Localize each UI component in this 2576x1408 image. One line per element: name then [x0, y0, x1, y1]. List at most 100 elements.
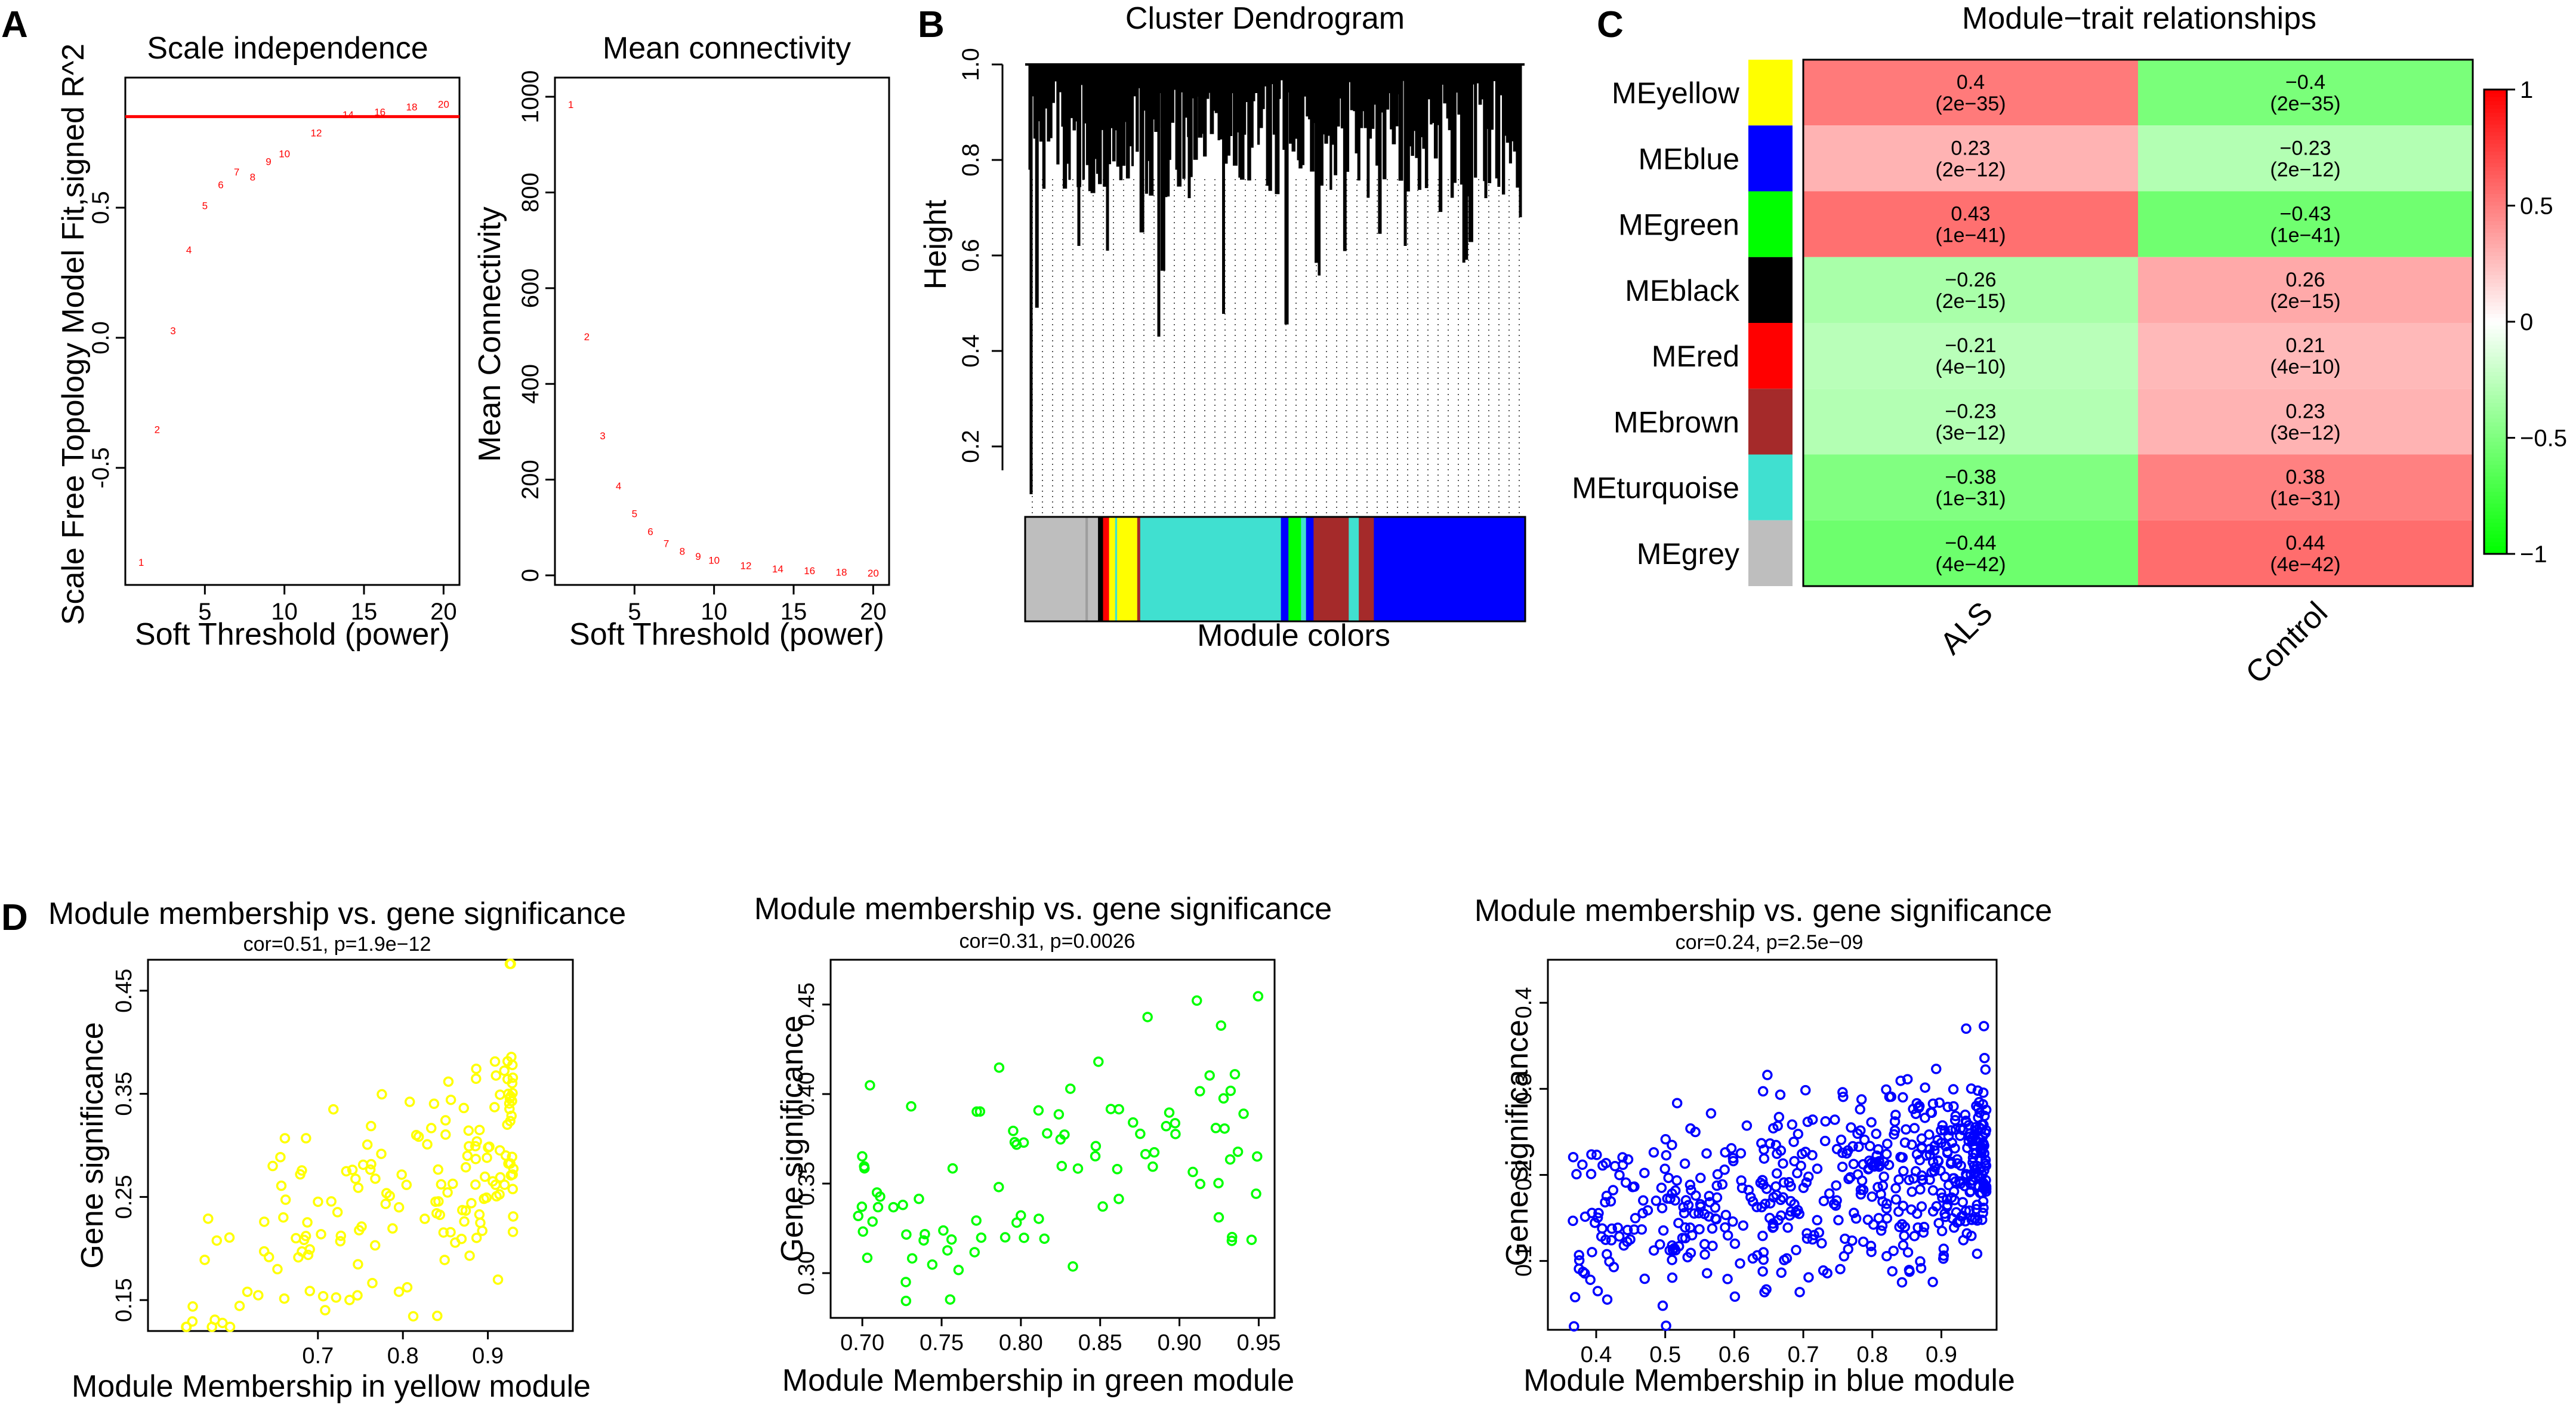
green-point	[947, 1163, 958, 1174]
scale-independence-point-label: 1	[138, 557, 144, 568]
blue-point	[1794, 1287, 1805, 1298]
module-trait-heatmap: Module−trait relationships MEyellow 0.4(2…	[1572, 1, 2567, 691]
green-point	[1128, 1117, 1139, 1128]
yellow-point	[494, 1145, 505, 1156]
blue-point	[1600, 1197, 1611, 1208]
module-color-segment	[1374, 517, 1525, 621]
blue-point	[1741, 1120, 1753, 1131]
blue-point	[1636, 1224, 1648, 1235]
blue-point	[1761, 1284, 1772, 1295]
mm-gs-green-plot: Module membership vs. gene significance …	[754, 892, 1332, 1398]
yellow-point	[335, 1236, 346, 1247]
colorbar-step	[2484, 445, 2507, 450]
blue-point	[1980, 1127, 1991, 1139]
yellow-point	[442, 1187, 453, 1198]
colorbar-step	[2484, 229, 2507, 233]
heatmap-cell-value: −0.43	[2279, 203, 2331, 226]
heatmap-cell	[1803, 323, 2138, 389]
blue-point	[1768, 1123, 1779, 1134]
green-point	[1072, 1163, 1084, 1174]
colorbar-step	[2484, 333, 2507, 338]
mean-connectivity-y-tick-label: 800	[517, 172, 544, 212]
scale-independence-title: Scale independence	[147, 31, 428, 66]
blue-point	[1966, 1169, 1976, 1180]
blue-point	[1727, 1153, 1739, 1164]
yellow-point	[396, 1169, 407, 1180]
blue-point	[1757, 1266, 1768, 1277]
blue-point	[1779, 1255, 1790, 1265]
colorbar-step	[2484, 352, 2507, 358]
colorbar-step	[2484, 260, 2507, 264]
green-point	[971, 1106, 982, 1117]
yellow-point	[199, 1255, 210, 1265]
blue-point	[1670, 1195, 1680, 1206]
colorbar-step	[2484, 279, 2507, 284]
blue-point	[1856, 1175, 1868, 1186]
green-point	[900, 1277, 911, 1287]
yellow-point	[470, 1154, 482, 1164]
yellow-point	[320, 1305, 331, 1315]
colorbar-step	[2484, 224, 2507, 230]
heatmap-cell-value: −0.23	[1945, 400, 1996, 423]
blue-point	[1948, 1084, 1959, 1095]
colorbar-step	[2484, 271, 2507, 276]
blue-point	[1840, 1233, 1850, 1244]
green-point	[1246, 1234, 1257, 1245]
green-point	[1219, 1123, 1230, 1134]
yellow-point	[234, 1301, 245, 1311]
blue-point	[1888, 1245, 1899, 1256]
colorbar-step	[2484, 267, 2507, 272]
module-color-swatch	[1748, 520, 1793, 586]
colorbar-step	[2484, 534, 2507, 540]
module-color-segment	[1137, 517, 1141, 621]
blue-point	[1835, 1134, 1847, 1145]
blue-point	[1638, 1195, 1649, 1206]
green-point	[1161, 1121, 1172, 1132]
green-point	[1164, 1107, 1175, 1118]
blue-point	[1926, 1107, 1938, 1119]
yellow-point	[507, 1227, 519, 1237]
blue-point	[1614, 1231, 1625, 1242]
colorbar-step	[2484, 399, 2507, 404]
yellow-point	[495, 1089, 505, 1100]
colorbar-step	[2484, 306, 2507, 311]
blue-point	[1895, 1151, 1906, 1163]
scale-independence-xlabel: Soft Threshold (power)	[135, 617, 450, 652]
yellow-point	[253, 1290, 264, 1301]
yellow-point	[464, 1250, 475, 1261]
yellow-point	[474, 1209, 485, 1220]
mm-gs-blue-plot: Module membership vs. gene significance …	[1474, 894, 2052, 1398]
yellow-point	[475, 1218, 486, 1228]
yellow-ticks: 0.7 0.8 0.9 0.15 0.25 0.35 0.45	[112, 969, 504, 1369]
colorbar-step	[2484, 542, 2507, 547]
green-point	[1195, 1086, 1205, 1097]
blue-point	[1757, 1086, 1769, 1097]
mean-connectivity-y-tick-label: 600	[517, 268, 544, 308]
blue-point	[1894, 1221, 1905, 1233]
mean-connectivity-y-tick-label: 0	[517, 569, 544, 582]
blue-point	[1760, 1199, 1770, 1209]
yellow-point	[300, 1231, 311, 1241]
green-point	[999, 1232, 1011, 1243]
module-colors-bar	[1025, 517, 1525, 621]
colorbar-step	[2484, 255, 2507, 261]
blue-point	[1972, 1248, 1983, 1259]
colorbar-step	[2484, 194, 2507, 199]
blue-point	[1775, 1089, 1786, 1100]
blue-point	[1954, 1176, 1965, 1187]
blue-point	[1838, 1091, 1849, 1102]
blue-point	[1962, 1142, 1973, 1153]
blue-point	[1707, 1240, 1718, 1252]
colorbar-step	[2484, 283, 2507, 288]
blue-point	[1899, 1230, 1909, 1241]
module-row-label: MEgrey	[1637, 537, 1739, 571]
yellow-point	[481, 1192, 492, 1203]
yellow-point	[433, 1164, 443, 1175]
blue-point	[1939, 1125, 1950, 1136]
blue-x-tick-label: 0.6	[1719, 1342, 1750, 1367]
blue-point	[1736, 1175, 1747, 1186]
green-point	[1170, 1118, 1181, 1129]
yellow-point	[508, 1163, 519, 1174]
blue-point	[1701, 1268, 1713, 1278]
yellow-point	[507, 1087, 518, 1099]
